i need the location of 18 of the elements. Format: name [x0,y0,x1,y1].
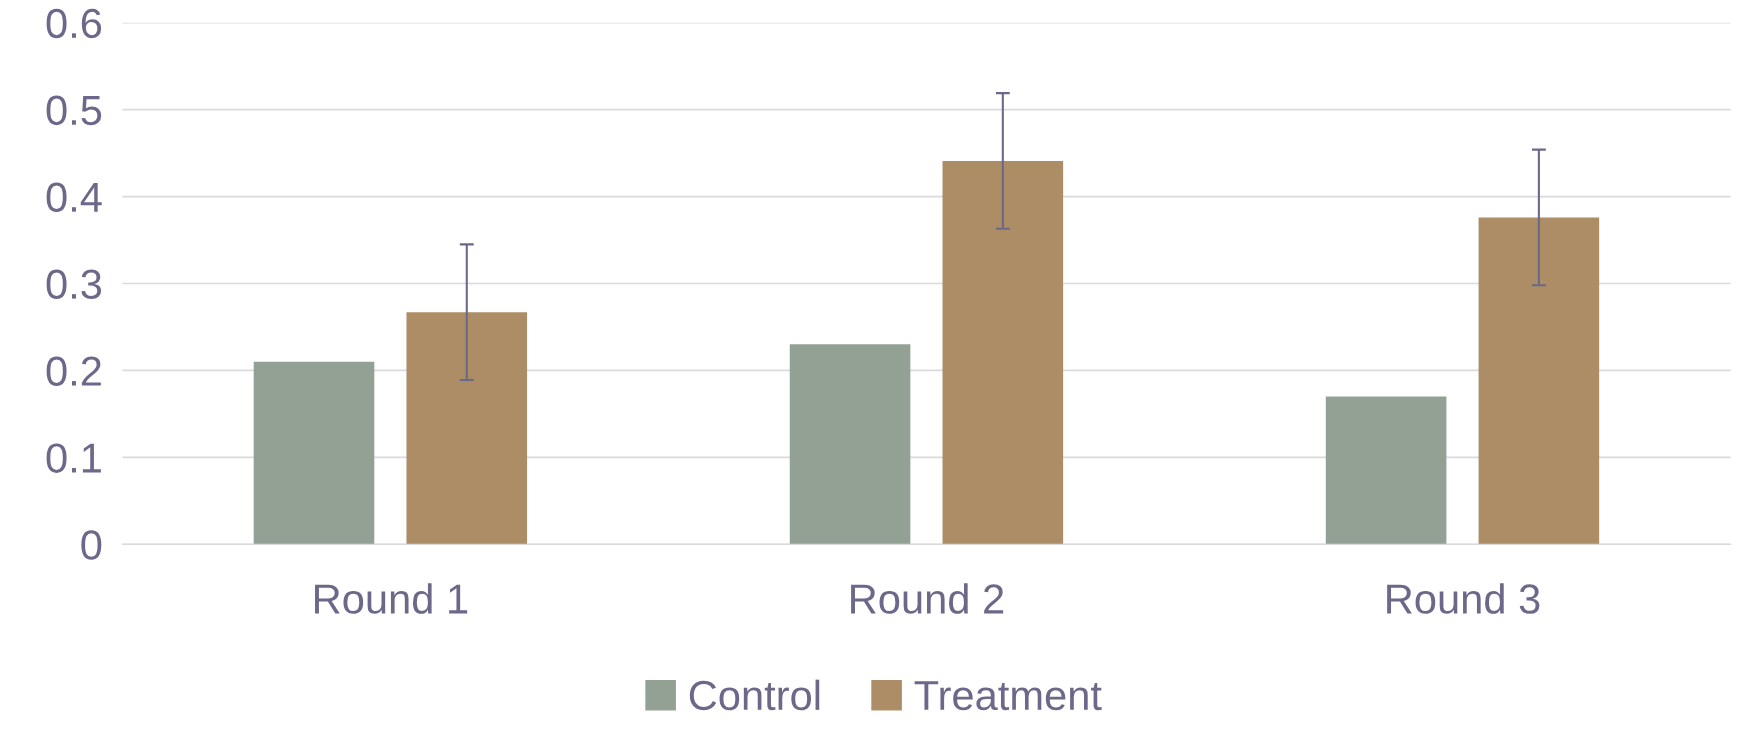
bar [942,160,1064,545]
y-tick-label: 0.1 [46,443,101,473]
x-tick-label: Round 1 [315,583,468,614]
y-tick-label: 0 [81,530,102,560]
bar [406,312,528,545]
bar [253,361,375,545]
y-tick-label: 0.6 [46,8,102,39]
x-tick-label: Round 2 [851,583,1004,614]
y-tick-label: 0.5 [46,95,102,126]
bar [1325,396,1447,545]
legend-label: Control [689,679,820,711]
y-tick-label: 0.4 [46,182,102,213]
y-tick-label: 0.2 [46,356,101,386]
legend-label: Treatment [914,681,1102,711]
bar [1478,217,1600,545]
bar [789,344,911,545]
y-tick-label: 0.3 [46,269,102,300]
x-tick-label: Round 3 [1387,583,1540,614]
